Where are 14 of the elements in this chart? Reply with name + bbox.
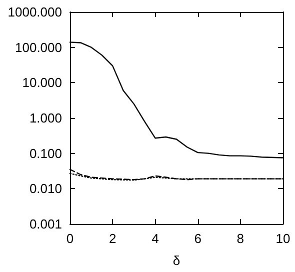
y-tick-label: 1.000	[29, 110, 62, 126]
x-tick-label: 6	[194, 231, 202, 246]
x-tick-label: 4	[152, 231, 159, 246]
x-axis-title: δ	[172, 253, 180, 268]
y-tick-label: 0.100	[29, 146, 62, 161]
y-tick-label: 100.000	[15, 40, 62, 55]
y-tick-label: 0.010	[29, 181, 62, 196]
y-tick-label: 1000.000	[8, 4, 62, 20]
y-tick-label: 10.000	[22, 75, 62, 90]
x-tick-label: 10	[276, 231, 290, 246]
x-tick-label: 0	[66, 231, 74, 246]
y-tick-label: 0.001	[29, 216, 62, 232]
x-tick-label: 8	[236, 231, 244, 246]
x-tick-label: 2	[108, 231, 116, 246]
